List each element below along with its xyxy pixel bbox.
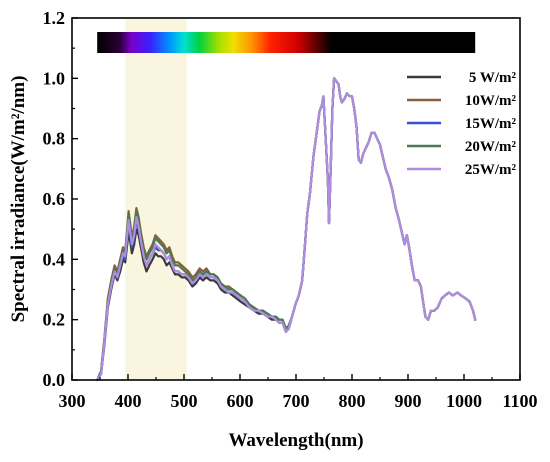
series-line-5 [96,77,477,382]
y-tick-label: 0.6 [43,189,66,209]
x-tick-label: 400 [115,391,142,411]
x-tick-label: 600 [227,391,254,411]
legend: 5 W/m² 10W/m² 15W/m² 20W/m² 25W/m² [407,70,517,178]
legend-label-5: 25W/m² [465,162,517,178]
legend-label-4: 20W/m² [465,139,517,155]
x-axis-ticks: 300 400 500 600 700 800 900 1000 1100 [59,374,538,411]
y-tick-label: 1.0 [43,68,66,88]
x-tick-label: 300 [59,391,86,411]
spectrum-color-bar [97,32,476,53]
legend-label-3: 15W/m² [465,116,517,132]
x-tick-label: 800 [339,391,366,411]
y-tick-label: 1.2 [43,8,66,28]
plot-frame [71,17,521,381]
legend-label-2: 10W/m² [465,93,517,109]
y-tick-label: 0.2 [43,310,66,330]
series-layer [96,77,477,382]
x-tick-label: 700 [283,391,310,411]
y-tick-label: 0.0 [43,370,66,390]
y-axis-ticks: 0.0 0.2 0.4 0.6 0.8 1.0 1.2 [43,8,78,390]
y-tick-label: 0.8 [43,129,66,149]
x-tick-label: 1000 [446,391,482,411]
visible-band-highlight [125,19,187,379]
x-tick-label: 1100 [502,391,537,411]
y-tick-label: 0.4 [43,249,66,269]
legend-label-1: 5 W/m² [469,70,517,86]
x-axis-title: Wavelength(nm) [228,430,363,451]
x-tick-label: 500 [171,391,198,411]
x-tick-label: 900 [395,391,422,411]
y-axis-title: Spectral irradiance(W/m²/nm) [8,76,29,323]
